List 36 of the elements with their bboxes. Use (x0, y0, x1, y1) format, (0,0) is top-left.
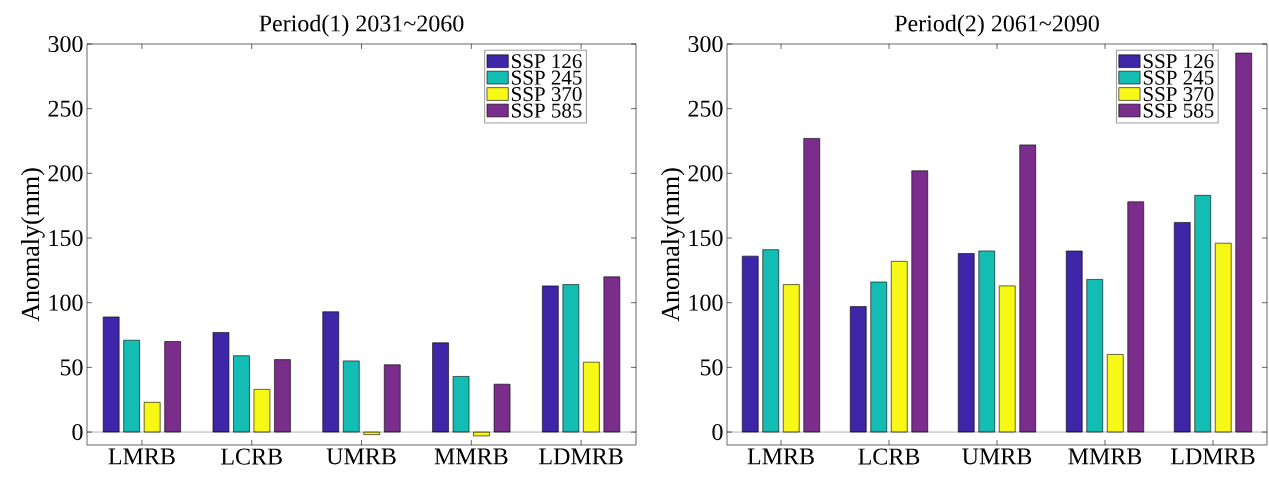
y-tick-label: 100 (689, 294, 723, 311)
legend-label: SSP 585 (1143, 103, 1214, 118)
legend-label: SSP 126 (1143, 54, 1214, 69)
x-tick-label: LCRB (858, 448, 920, 465)
x-tick-label: LMRB (108, 448, 175, 465)
y-tick-label: 250 (48, 100, 83, 117)
x-tick-label: UMRB (326, 448, 396, 465)
y-tick-label: 50 (60, 359, 83, 376)
legend-label: SSP 585 (512, 103, 582, 118)
x-tick-label: LDMRB (1171, 448, 1255, 465)
y-tick-label: 200 (48, 165, 83, 182)
y-tick-label: 150 (689, 229, 723, 247)
legend-label: SSP 245 (1143, 70, 1214, 85)
x-tick-label: LDMRB (539, 448, 623, 465)
y-tick-label: 300 (48, 35, 83, 53)
legend-label: SSP 245 (512, 70, 582, 85)
chart-title: Period(2) 2061~2090 (894, 14, 1099, 37)
y-tick-label: 0 (72, 423, 83, 441)
y-axis-title: Anomaly(mm) (660, 168, 685, 322)
x-tick-label: UMRB (962, 448, 1032, 465)
y-tick-label: 300 (688, 35, 723, 53)
y-axis-title: Anomaly(mm) (20, 168, 45, 322)
y-tick-label: 250 (688, 100, 723, 117)
legend-label: SSP 126 (512, 54, 582, 69)
y-tick-label: 100 (49, 294, 83, 311)
chart-title: Period(1) 2031~2060 (259, 14, 464, 37)
y-tick-label: 150 (49, 229, 83, 247)
x-tick-label: MMRB (434, 448, 508, 465)
x-tick-label: MMRB (1068, 448, 1142, 465)
y-tick-label: 200 (688, 165, 723, 182)
y-tick-label: 0 (712, 423, 723, 441)
x-tick-label: LMRB (747, 448, 814, 465)
x-tick-label: LCRB (221, 448, 282, 465)
legend-label: SSP 370 (1143, 87, 1214, 102)
y-tick-label: 50 (700, 359, 723, 376)
legend-label: SSP 370 (512, 87, 582, 102)
